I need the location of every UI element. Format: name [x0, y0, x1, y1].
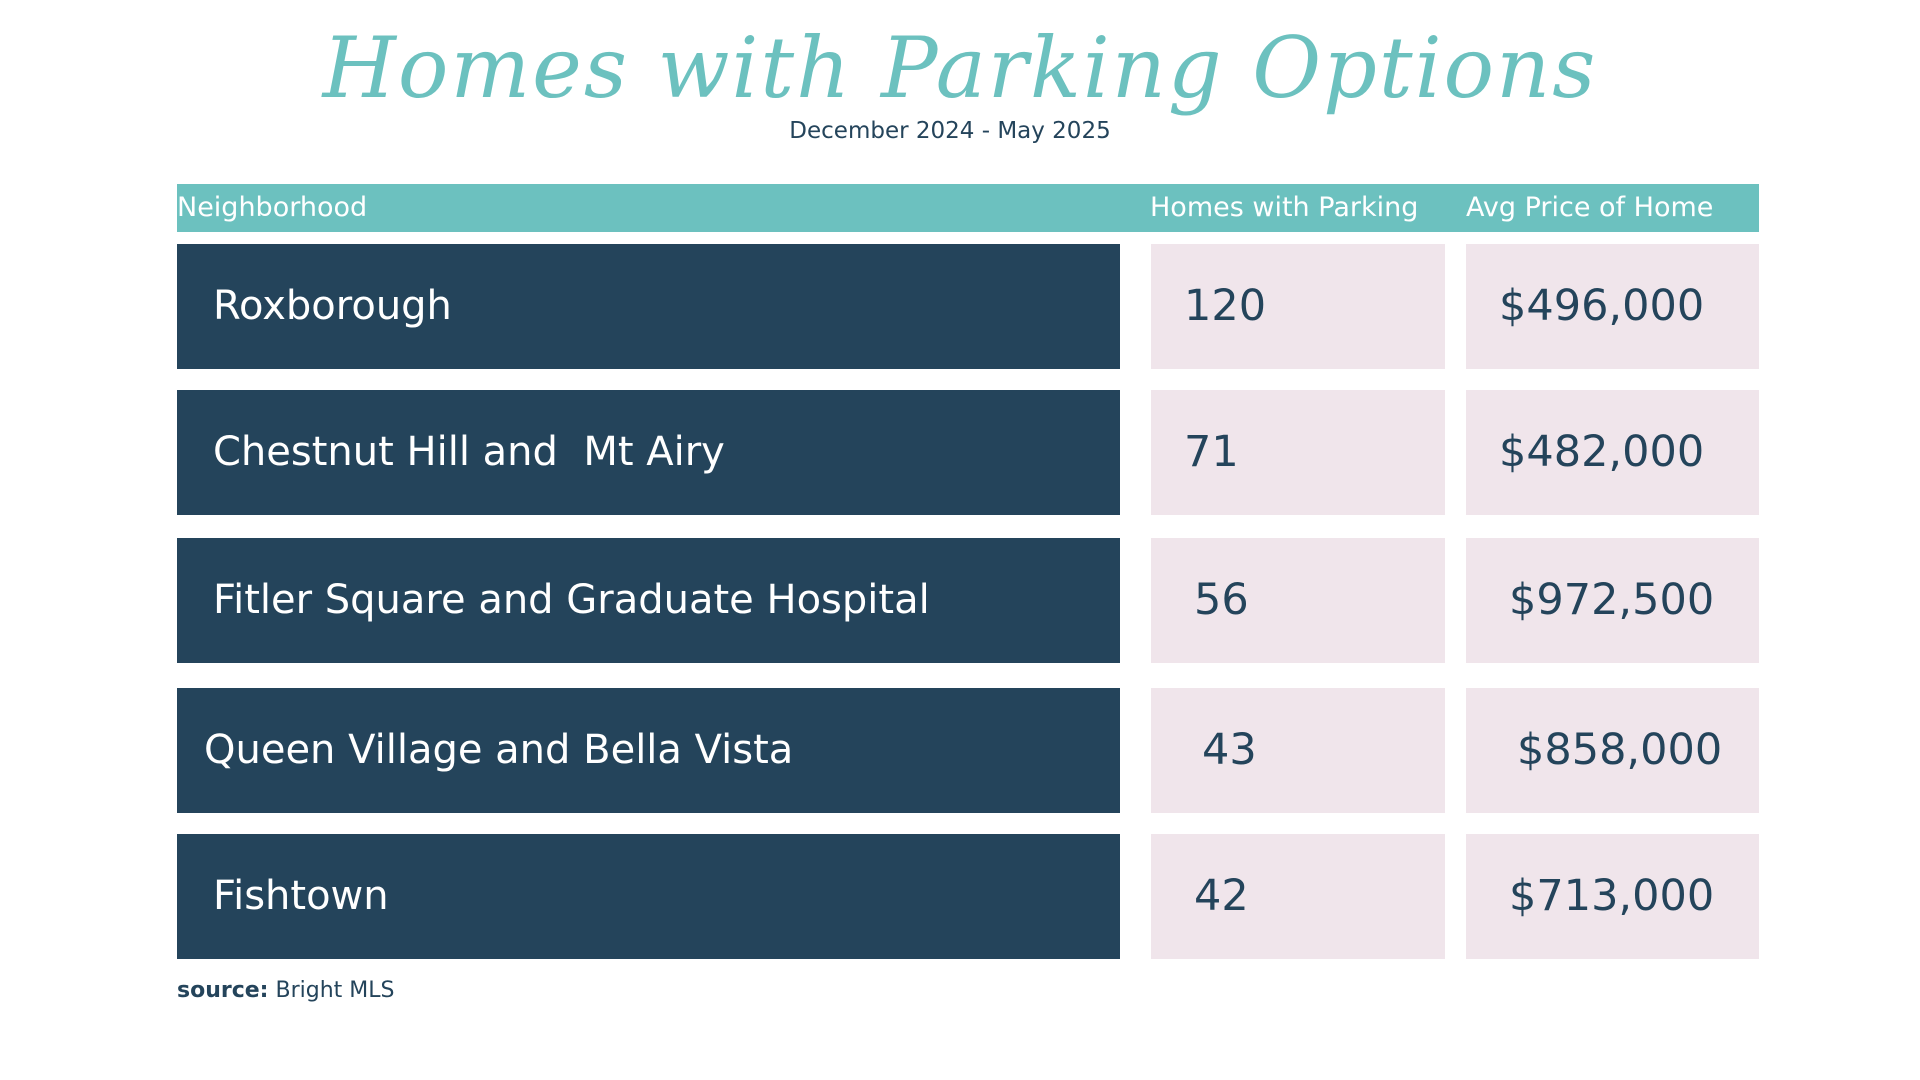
homes-count-cell: 43	[1151, 688, 1445, 813]
page-title: Homes with Parking Options	[322, 19, 1598, 117]
source-label: source:	[177, 978, 269, 1003]
table-row: Queen Village and Bella Vista 43 $858,00…	[177, 688, 1759, 813]
table-row: Fitler Square and Graduate Hospital 56 $…	[177, 538, 1759, 663]
neighborhood-cell: Queen Village and Bella Vista	[177, 688, 1120, 813]
table-header: Neighborhood Homes with Parking Avg Pric…	[177, 184, 1759, 232]
avg-price-cell: $713,000	[1466, 834, 1759, 959]
avg-price-cell: $496,000	[1466, 244, 1759, 369]
table-row: Chestnut Hill and Mt Airy 71 $482,000	[177, 390, 1759, 515]
avg-price-cell: $858,000	[1466, 688, 1759, 813]
neighborhood-cell: Roxborough	[177, 244, 1120, 369]
neighborhood-cell: Chestnut Hill and Mt Airy	[177, 390, 1120, 515]
column-header-neighborhood: Neighborhood	[177, 192, 368, 223]
table-row: Fishtown 42 $713,000	[177, 834, 1759, 959]
homes-count-cell: 42	[1151, 834, 1445, 959]
table-row: Roxborough 120 $496,000	[177, 244, 1759, 369]
page-subtitle: December 2024 - May 2025	[789, 118, 1111, 144]
avg-price-cell: $482,000	[1466, 390, 1759, 515]
source-value: Bright MLS	[275, 978, 395, 1003]
homes-count-cell: 56	[1151, 538, 1445, 663]
avg-price-cell: $972,500	[1466, 538, 1759, 663]
column-header-avg-price: Avg Price of Home	[1466, 192, 1714, 223]
column-header-homes-with-parking: Homes with Parking	[1150, 192, 1419, 223]
homes-count-cell: 71	[1151, 390, 1445, 515]
source-note: source: Bright MLS	[177, 978, 394, 1003]
homes-count-cell: 120	[1151, 244, 1445, 369]
neighborhood-cell: Fishtown	[177, 834, 1120, 959]
neighborhood-cell: Fitler Square and Graduate Hospital	[177, 538, 1120, 663]
